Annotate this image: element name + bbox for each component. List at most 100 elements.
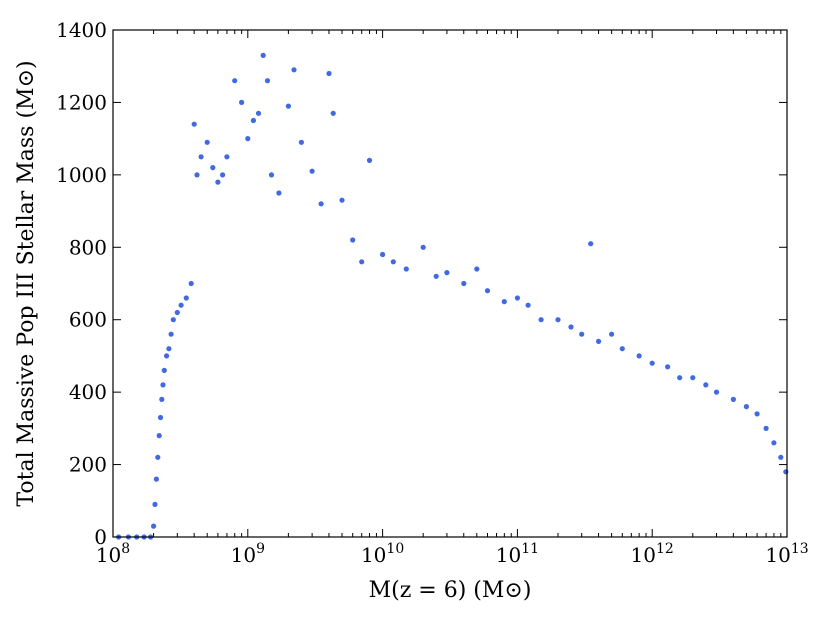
data-point [174, 309, 180, 316]
data-point [636, 353, 642, 359]
data-point [330, 110, 336, 116]
y-tick-label: 1000 [56, 163, 107, 187]
data-points [116, 52, 789, 540]
y-axis-title: Total Massive Pop III Stellar Mass (M⊙) [14, 60, 39, 506]
data-point [245, 136, 251, 142]
data-point [703, 382, 709, 388]
plot-frame [112, 29, 788, 538]
data-point [474, 266, 480, 272]
y-tick-label: 400 [69, 380, 107, 404]
data-point [665, 364, 671, 370]
data-point [366, 157, 373, 163]
data-point [339, 197, 345, 203]
data-point [168, 331, 174, 337]
data-point [285, 103, 291, 109]
y-tick-label: 1400 [56, 18, 107, 42]
data-point [159, 396, 165, 402]
x-tick-label: 108 [96, 541, 130, 567]
data-point [268, 172, 275, 178]
y-tick-label: 800 [69, 235, 107, 259]
data-point [359, 259, 365, 265]
data-point [232, 78, 238, 84]
data-point [157, 414, 164, 421]
data-point [152, 501, 158, 507]
data-point [224, 154, 230, 160]
data-point [198, 154, 204, 160]
data-point [444, 270, 450, 276]
data-point [156, 433, 162, 439]
data-point [677, 375, 683, 381]
x-tick-label: 1011 [496, 541, 539, 567]
data-point [609, 331, 615, 337]
data-point [151, 523, 157, 529]
data-point [525, 302, 531, 308]
data-point [291, 67, 297, 73]
data-point [783, 469, 789, 475]
data-point [743, 404, 750, 410]
data-point [588, 241, 594, 247]
data-point [160, 382, 166, 388]
data-point [183, 295, 189, 301]
data-point [619, 346, 625, 352]
data-point [309, 168, 315, 174]
data-point [210, 165, 216, 171]
data-point [276, 190, 282, 196]
data-point [433, 273, 439, 279]
data-point [350, 237, 356, 243]
data-point [390, 259, 396, 265]
x-axis-title: M(z = 6) (M⊙) [369, 578, 532, 603]
data-point [538, 317, 544, 323]
data-point [170, 317, 176, 323]
x-tick-label: 1013 [765, 541, 808, 567]
data-point [778, 454, 784, 460]
data-point [730, 396, 737, 402]
data-point [326, 70, 332, 77]
data-point [215, 179, 221, 185]
data-point [255, 110, 262, 116]
data-point [713, 389, 720, 395]
data-point [649, 360, 655, 366]
data-point [555, 317, 561, 323]
y-tick-labels: 0 200 400 600 800 1000 1200 1400 [56, 18, 107, 549]
data-point [420, 244, 426, 250]
data-point [220, 172, 226, 178]
data-point [318, 201, 324, 207]
data-point [596, 338, 602, 344]
data-point [239, 99, 245, 105]
data-point [380, 251, 386, 258]
data-point [568, 324, 574, 330]
data-point [501, 299, 507, 305]
y-tick-label: 600 [69, 308, 107, 332]
data-point [166, 346, 172, 352]
x-tick-labels: 108 109 1010 1011 1012 1013 [96, 541, 809, 567]
data-point [155, 454, 161, 460]
data-point [161, 367, 167, 373]
data-point [403, 266, 409, 272]
data-point [484, 288, 491, 294]
data-point [194, 172, 200, 178]
data-point [579, 331, 585, 337]
data-point [298, 139, 304, 145]
y-tick-label: 1200 [56, 90, 107, 114]
y-tick-label: 200 [69, 453, 107, 477]
data-point [250, 117, 256, 124]
data-point [178, 302, 184, 308]
y-tick-label: 0 [94, 525, 107, 549]
data-point [260, 52, 266, 59]
data-point [771, 440, 777, 446]
x-tick-label: 1012 [631, 541, 674, 567]
data-point [153, 476, 159, 482]
data-point [514, 295, 521, 301]
data-point [164, 353, 170, 359]
data-point [763, 425, 769, 431]
data-point [754, 411, 760, 417]
x-tick-label: 109 [231, 541, 265, 567]
data-point [264, 78, 271, 84]
data-point [690, 375, 696, 381]
data-point [191, 121, 197, 127]
axis-ticks [112, 29, 788, 538]
data-point [204, 139, 210, 145]
x-tick-label: 1010 [361, 541, 404, 567]
data-point [461, 280, 467, 287]
